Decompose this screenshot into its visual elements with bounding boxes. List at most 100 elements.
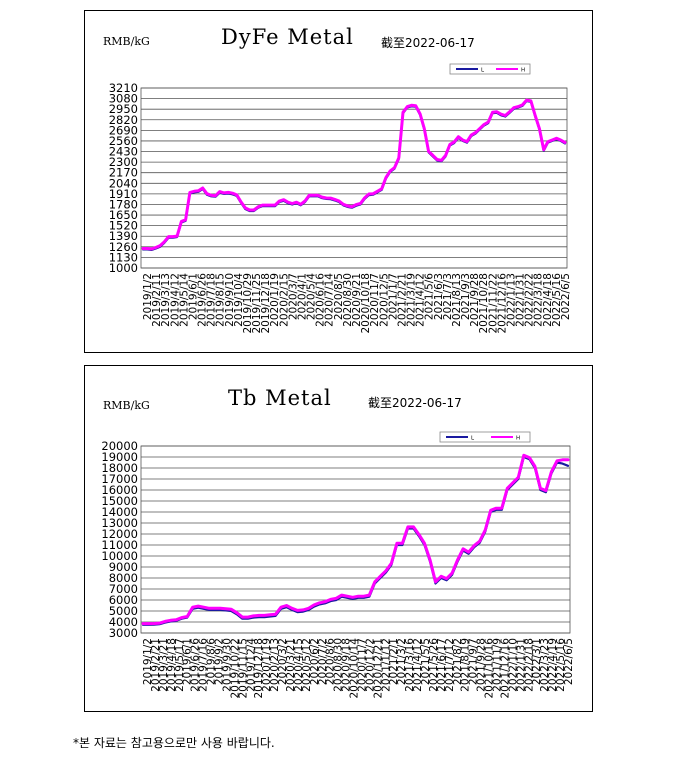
x-tick-label: 2022/3/1 [531, 638, 543, 685]
series-line-H [141, 453, 570, 626]
chart-svg-dyfe: 3210308029502820269025602430230021702040… [109, 63, 572, 334]
x-tick-label: 2020/5/12 [301, 638, 313, 692]
x-tick-label: 2020/9/21 [351, 273, 363, 327]
x-tick-label: 2022/6/5 [560, 273, 572, 320]
y-unit-label: RMB/kG [103, 399, 150, 412]
x-tick-label: 2020/1/19 [269, 273, 281, 327]
y-tick-label: 2040 [109, 176, 138, 190]
x-tick-label: 2021/5/5 [420, 638, 432, 685]
x-tick-label: 2020/2/13 [269, 638, 281, 692]
x-tick-label: 2019/5/17 [174, 638, 186, 692]
x-tick-label: 2022/4/19 [547, 638, 559, 692]
x-tick-label: 2020/6/16 [315, 273, 327, 327]
y-tick-label: 12000 [101, 527, 138, 541]
x-tick-label: 2022/1/10 [507, 638, 519, 692]
x-tick-label: 2020/11/7 [356, 638, 368, 692]
y-tick-label: 2300 [109, 155, 138, 169]
x-tick-label: 2021/2/1 [388, 638, 400, 685]
x-tick-label: 2021/11/22 [487, 273, 499, 334]
x-tick-label: 2019/6/1 [182, 638, 194, 685]
x-tick-label: 2021/1/7 [387, 273, 399, 320]
legend-box [439, 431, 531, 443]
y-tick-label: 7000 [109, 582, 138, 596]
chart-svg-tb: 2000019000180001700016000150001400013000… [101, 431, 575, 699]
x-tick-label: 2022/1/31 [515, 638, 527, 692]
x-tick-label: 2019/11/25 [251, 273, 263, 334]
x-tick-label: 2020/8/5 [333, 273, 345, 320]
chart-panel-dyfe: RMB/kG DyFe Metal 截至2022-06-17 3210 3080 2… [84, 10, 593, 353]
x-tick-label: 2019/10/4 [233, 273, 245, 327]
x-tick-label: 2022/5/16 [551, 273, 563, 327]
y-tick-label: 10000 [101, 549, 138, 563]
x-tick-label: 2021/8/2 [452, 638, 464, 685]
x-tick-label: 2021/8/19 [460, 638, 472, 692]
x-tick-label: 2019/11/15 [237, 638, 249, 699]
x-tick-label: 2021/9/28 [469, 273, 481, 327]
x-tick-label: 2020/12/2 [364, 638, 376, 692]
series-line-L [141, 99, 567, 251]
x-tick-label: 2020/8/6 [325, 638, 337, 685]
x-tick-label: 2019/1/2 [142, 638, 154, 685]
x-tick-label: 2021/4/12 [415, 273, 427, 327]
y-tick-label: 2560 [109, 134, 138, 148]
x-tick-label: 2020/7/14 [324, 273, 336, 327]
x-tick-label: 2021/12/16 [496, 273, 508, 334]
x-tick-label: 2020/12/5 [378, 273, 390, 327]
x-tick-label: 2020/10/14 [349, 638, 361, 699]
y-tick-label: 2820 [109, 113, 138, 127]
x-tick-label: 2021/5/6 [424, 273, 436, 320]
y-tick-label: 15000 [101, 494, 138, 508]
y-tick-label: 2950 [109, 102, 138, 116]
y-tick-label: 3000 [109, 626, 138, 640]
x-tick-label: 2019/5/14 [178, 273, 190, 327]
x-tick-label: 2019/8/6 [206, 638, 218, 685]
y-tick-label: 2170 [109, 166, 138, 180]
x-tick-label: 2019/2/11 [151, 273, 163, 327]
y-tick-label: 3210 [109, 81, 138, 95]
x-tick-label: 2021/7/12 [444, 638, 456, 692]
x-tick-label: 2021/6/17 [436, 638, 448, 692]
chart-title: Tb Metal [228, 386, 332, 410]
x-tick-label: 2021/5/26 [428, 638, 440, 692]
x-tick-label: 2020/4/1 [296, 273, 308, 320]
x-tick-label: 2020/12/21 [372, 638, 384, 699]
x-tick-label: 2019/10/22 [229, 638, 241, 699]
x-tick-label: 2020/11/7 [369, 273, 381, 327]
x-tick-label: 2022/2/18 [523, 638, 535, 692]
x-tick-label: 2019/12/18 [253, 638, 265, 699]
y-tick-label: 1910 [109, 187, 138, 201]
x-tick-label: 2019/7/16 [198, 638, 210, 692]
x-tick-label: 2020/3/2 [277, 638, 289, 685]
x-tick-label: 2022/6/5 [563, 638, 575, 685]
x-tick-label: 2021/6/3 [433, 273, 445, 320]
x-tick-label: 2021/9/28 [476, 638, 488, 692]
x-tick-label: 2019/2/21 [150, 638, 162, 692]
series-line-H [141, 98, 567, 251]
y-tick-label: 3080 [109, 92, 138, 106]
legend-label: L [471, 436, 475, 442]
x-tick-label: 2021/10/28 [478, 273, 490, 334]
x-tick-label: 2019/3/21 [158, 638, 170, 692]
x-tick-label: 2021/12/16 [499, 638, 511, 699]
x-tick-label: 2019/9/10 [224, 273, 236, 327]
x-tick-label: 2021/2/21 [396, 273, 408, 327]
legend-box [449, 63, 531, 75]
legend-label: H [521, 68, 525, 74]
disclaimer-note: *본 자료는 참고용으로만 사용 바랍니다. [73, 736, 275, 750]
x-tick-label: 2020/1/19 [261, 638, 273, 692]
y-tick-label: 20000 [101, 439, 138, 453]
y-tick-label: 1650 [109, 208, 138, 222]
x-tick-label: 2019/4/12 [169, 273, 181, 327]
x-tick-label: 2020/2/15 [278, 273, 290, 327]
x-tick-label: 2020/8/30 [333, 638, 345, 692]
x-tick-label: 2019/6/1 [187, 273, 199, 320]
y-tick-label: 1130 [109, 250, 138, 264]
x-tick-label: 2022/5/16 [555, 638, 567, 692]
legend-label: H [516, 436, 520, 442]
y-tick-label: 14000 [101, 505, 138, 519]
x-tick-label: 2021/4/12 [412, 638, 424, 692]
y-tick-label: 1390 [109, 229, 138, 243]
x-tick-label: 2019/9/30 [221, 638, 233, 692]
chart-title: DyFe Metal [221, 25, 354, 49]
y-tick-label: 18000 [101, 461, 138, 475]
